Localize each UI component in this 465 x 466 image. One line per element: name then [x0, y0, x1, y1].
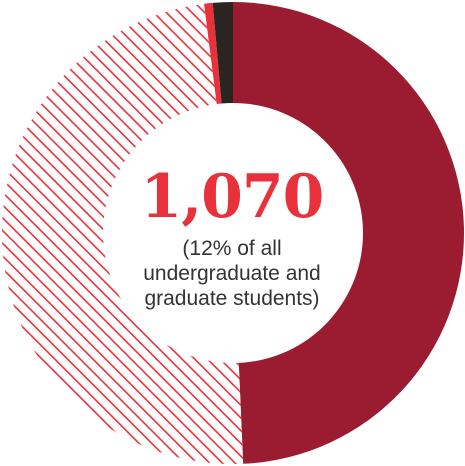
- caption-line-2: undergraduate and: [143, 262, 321, 285]
- caption-line-1: (12% of all: [182, 237, 282, 260]
- donut-slice-3: [204, 2, 222, 105]
- center-total-value: 1,070: [140, 162, 325, 232]
- caption-line-3: graduate students): [144, 287, 320, 310]
- donut-center-label: 1,070 (12% of all undergraduate and grad…: [112, 162, 352, 311]
- donut-slice-4: [212, 2, 233, 104]
- donut-slice-1: [233, 2, 464, 464]
- center-caption: (12% of all undergraduate and graduate s…: [112, 236, 352, 311]
- donut-slice-2: [1, 3, 244, 465]
